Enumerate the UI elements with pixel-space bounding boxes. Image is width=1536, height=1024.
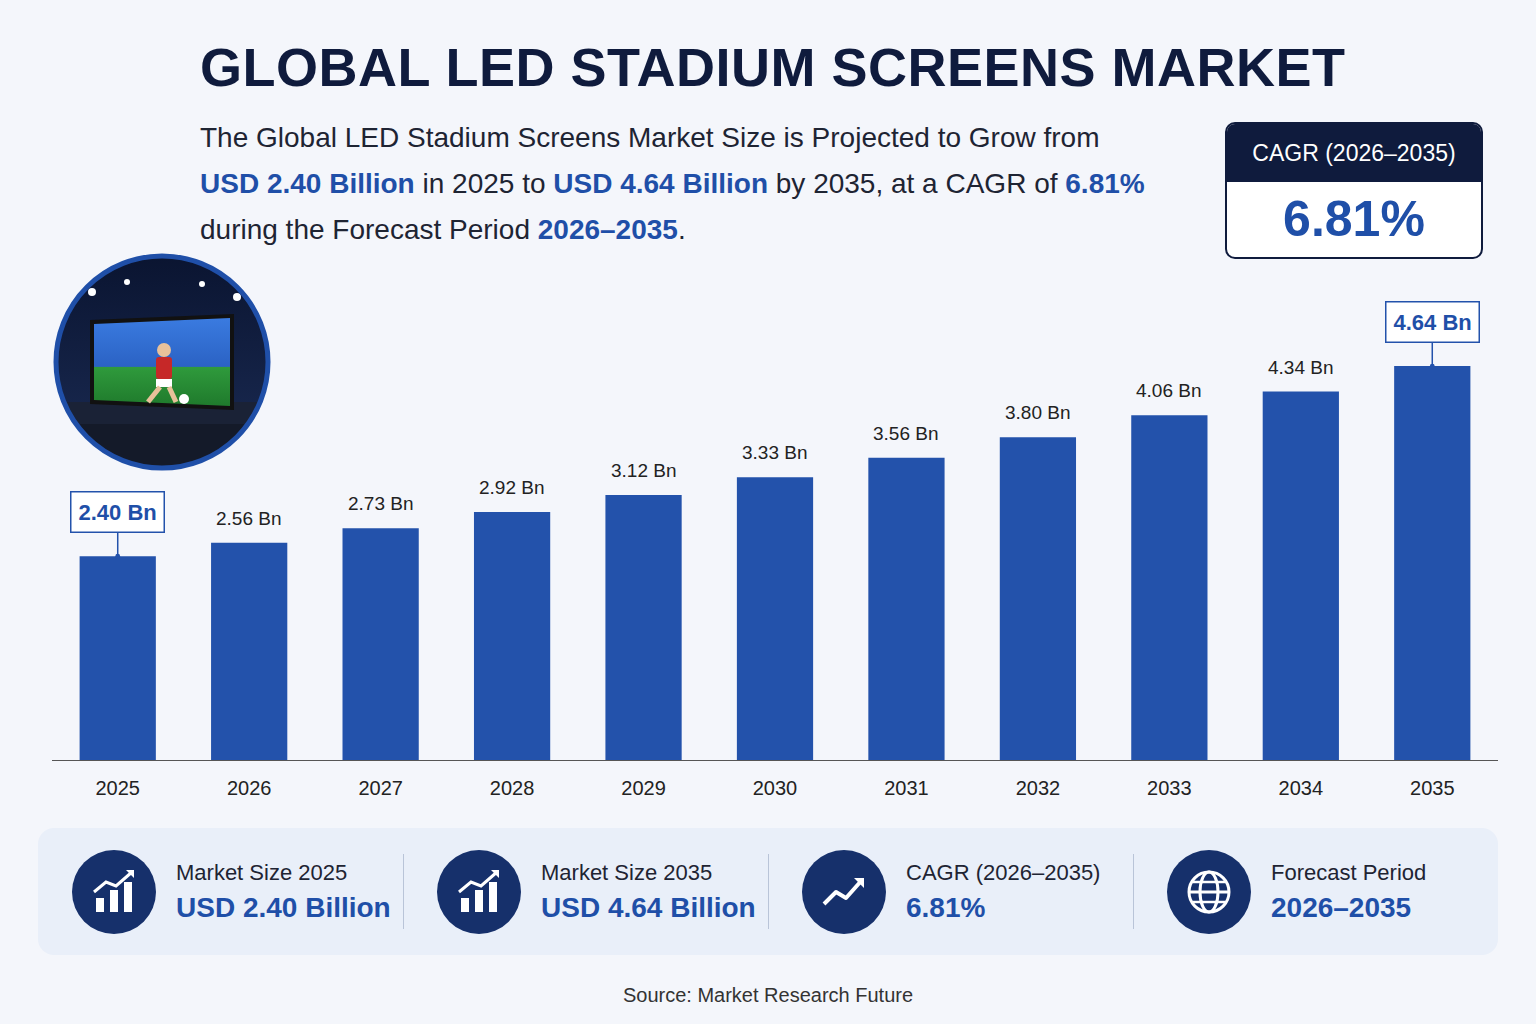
html-text:6.81%: 6.81% <box>906 891 986 923</box>
html-text:Market Size 2025: Market Size 2025 <box>176 859 348 885</box>
svg-text:3.33 Bn: 3.33 Bn <box>742 442 808 463</box>
svg-text:3.56 Bn: 3.56 Bn <box>873 423 939 444</box>
html-text:CAGR (2026–2035): CAGR (2026–2035) <box>1252 140 1456 166</box>
svg-text:3.80 Bn: 3.80 Bn <box>1005 402 1071 423</box>
html-text:The Global LED Stadium Screens: The Global LED Stadium Screens Market Si… <box>200 122 1100 153</box>
svg-text:2035: 2035 <box>1410 777 1455 799</box>
html-text:USD 4.64 Billion: USD 4.64 Billion <box>541 891 756 923</box>
html-text:2026–2035: 2026–2035 <box>1271 891 1412 923</box>
html-text:USD 2.40 Billion: USD 2.40 Billion <box>176 891 391 923</box>
html-text:USD 2.40 Billion in 2025 to US: USD 2.40 Billion in 2025 to USD 4.64 Bil… <box>200 168 1145 199</box>
svg-text:2028: 2028 <box>490 777 534 799</box>
svg-text:2025: 2025 <box>95 777 140 799</box>
svg-text:2.73 Bn: 2.73 Bn <box>348 493 414 514</box>
html-text:Forecast Period: Forecast Period <box>1271 859 1427 885</box>
html-text:CAGR (2026–2035): CAGR (2026–2035) <box>906 859 1101 885</box>
svg-text:2034: 2034 <box>1279 777 1324 799</box>
svg-text:2027: 2027 <box>358 777 403 799</box>
svg-text:4.64 Bn: 4.64 Bn <box>1394 310 1472 335</box>
svg-text:2.56 Bn: 2.56 Bn <box>216 508 282 529</box>
svg-text:2030: 2030 <box>753 777 798 799</box>
svg-text:4.34 Bn: 4.34 Bn <box>1268 357 1334 378</box>
html-text:Source: Market Research Future: Source: Market Research Future <box>622 984 914 1006</box>
svg-text:2026: 2026 <box>227 777 272 799</box>
svg-text:2032: 2032 <box>1016 777 1060 799</box>
html-text:Market Size 2035: Market Size 2035 <box>541 859 713 885</box>
html-text:during the Forecast Period 202: during the Forecast Period 2026–2035. <box>200 214 686 245</box>
svg-text:3.12 Bn: 3.12 Bn <box>611 460 677 481</box>
svg-text:2029: 2029 <box>621 777 666 799</box>
html-text:GLOBAL LED STADIUM SCREENS MAR: GLOBAL LED STADIUM SCREENS MARKET <box>200 37 1346 97</box>
svg-text:2.40 Bn: 2.40 Bn <box>79 500 157 525</box>
svg-text:2.92 Bn: 2.92 Bn <box>479 477 545 498</box>
svg-text:4.06 Bn: 4.06 Bn <box>1136 380 1202 401</box>
svg-text:2031: 2031 <box>884 777 929 799</box>
svg-text:2033: 2033 <box>1147 777 1192 799</box>
html-text:6.81%: 6.81% <box>1283 191 1425 247</box>
